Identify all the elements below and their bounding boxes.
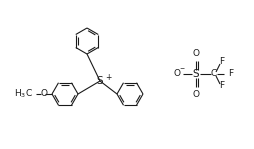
Text: F: F: [228, 69, 233, 79]
Text: S: S: [97, 76, 103, 86]
Text: F: F: [219, 58, 225, 66]
Text: S: S: [193, 69, 199, 79]
Text: −: −: [179, 65, 185, 70]
Text: C: C: [211, 69, 217, 79]
Text: H$_3$C: H$_3$C: [14, 88, 33, 100]
Text: +: +: [105, 73, 111, 82]
Text: O: O: [173, 69, 180, 79]
Text: F: F: [219, 82, 225, 90]
Text: O: O: [193, 49, 199, 58]
Text: O: O: [193, 90, 199, 99]
Text: O: O: [40, 90, 47, 98]
